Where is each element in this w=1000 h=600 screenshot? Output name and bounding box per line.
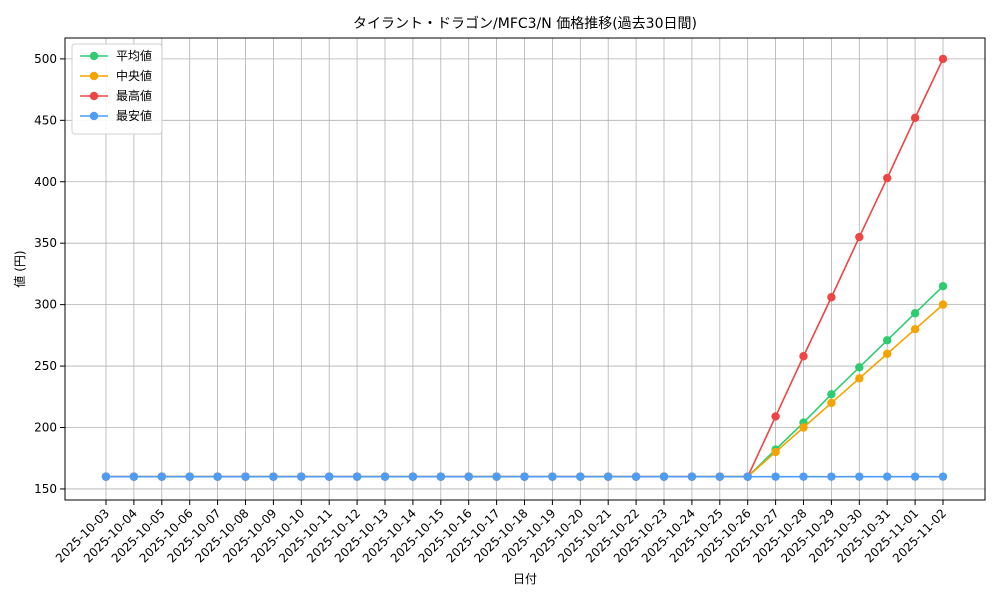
- chart-title: タイラント・ドラゴン/MFC3/N 価格推移(過去30日間): [353, 15, 697, 32]
- data-point: [548, 472, 557, 481]
- y-tick-label: 300: [34, 298, 57, 312]
- data-point: [464, 472, 473, 481]
- series-layer: [101, 54, 948, 481]
- y-tick-label: 500: [34, 52, 57, 66]
- data-point: [241, 472, 250, 481]
- legend-marker: [89, 91, 99, 101]
- data-point: [883, 173, 892, 183]
- x-axis-title: 日付: [513, 572, 537, 586]
- data-point: [771, 447, 780, 457]
- data-point: [855, 472, 864, 481]
- data-point: [910, 113, 920, 123]
- data-point: [213, 472, 222, 481]
- data-point: [185, 472, 194, 481]
- data-point: [938, 54, 948, 64]
- data-point: [297, 472, 306, 481]
- legend-box: [71, 43, 163, 135]
- data-point: [269, 472, 278, 481]
- data-point: [883, 349, 892, 358]
- legend-item: 平均値: [80, 48, 152, 63]
- y-tick-label: 250: [34, 359, 57, 373]
- y-tick-label: 350: [34, 236, 57, 250]
- y-axis-title: 値 (円): [12, 250, 27, 287]
- data-point: [910, 309, 920, 318]
- x-axis-ticks: 2025-10-032025-10-042025-10-052025-10-06…: [53, 500, 949, 565]
- legend-marker: [89, 71, 99, 81]
- data-point: [352, 472, 362, 481]
- data-point: [436, 472, 445, 481]
- data-point: [883, 472, 892, 481]
- series-4: [101, 472, 948, 481]
- data-point: [938, 282, 948, 291]
- data-point: [157, 472, 166, 481]
- data-point: [380, 472, 390, 481]
- legend-item: 最高値: [80, 88, 152, 103]
- data-point: [799, 472, 808, 481]
- legend-label: 中央値: [116, 68, 152, 83]
- data-point: [715, 472, 724, 481]
- data-point: [631, 472, 641, 481]
- data-point: [129, 472, 139, 481]
- legend-item: 中央値: [80, 68, 152, 83]
- data-point: [325, 472, 334, 481]
- data-point: [408, 472, 418, 481]
- data-point: [771, 472, 780, 481]
- data-point: [520, 472, 529, 481]
- data-point: [799, 423, 808, 432]
- data-point: [855, 374, 864, 383]
- data-point: [883, 336, 892, 345]
- legend-marker: [89, 51, 99, 61]
- legend-label: 最安値: [116, 108, 152, 123]
- data-point: [101, 472, 111, 481]
- data-point: [659, 472, 669, 481]
- data-point: [687, 472, 697, 481]
- data-point: [938, 472, 948, 481]
- y-tick-label: 450: [34, 113, 57, 127]
- data-point: [910, 472, 920, 481]
- data-point: [855, 232, 864, 242]
- data-point: [492, 472, 501, 481]
- legend-marker: [89, 111, 99, 121]
- data-point: [855, 363, 864, 372]
- y-axis-ticks: 150 200 250 300 350 400 450 500: [34, 52, 65, 496]
- data-point: [827, 472, 836, 481]
- data-point: [576, 472, 585, 481]
- y-tick-label: 200: [34, 421, 57, 435]
- data-point: [743, 472, 752, 481]
- data-point: [938, 300, 948, 309]
- data-point: [799, 352, 808, 361]
- data-point: [771, 412, 780, 421]
- data-point: [827, 390, 836, 399]
- data-point: [604, 472, 613, 481]
- data-point: [827, 293, 836, 302]
- y-tick-label: 150: [34, 482, 57, 496]
- data-point: [910, 325, 920, 334]
- legend-label: 平均値: [116, 48, 152, 63]
- data-point: [827, 398, 836, 408]
- legend-item: 最安値: [80, 108, 152, 123]
- y-tick-label: 400: [34, 175, 57, 189]
- legend-label: 最高値: [116, 88, 152, 103]
